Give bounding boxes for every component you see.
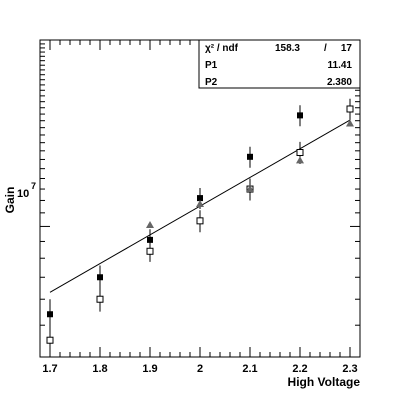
stats-box-frame (198, 39, 361, 89)
data-point-filled-square (47, 311, 53, 318)
data-point-triangle (196, 200, 204, 208)
data-point-open-square (146, 247, 154, 255)
stats-p2-value: 2.380 (327, 77, 352, 88)
stats-p1-value: 11.41 (328, 60, 353, 71)
stats-box: χ² / ndf 158.3 / 17 P1 11.41 P2 2.380 (198, 39, 361, 89)
stats-p2-label: P2 (205, 77, 218, 88)
stats-chi2-sep: / (324, 43, 327, 54)
x-tick-label: 1.9 (142, 363, 157, 375)
data-point-open-square (96, 295, 104, 303)
stats-ndf-value: 17 (341, 43, 353, 54)
y-tick-exponent: 7 (31, 181, 36, 191)
data-point-triangle (296, 156, 304, 164)
x-tick-label: 2 (197, 363, 203, 375)
data-point-triangle (146, 221, 154, 229)
y-tick-label: 10 7 (17, 181, 36, 200)
data-point-filled-square (247, 153, 253, 160)
stats-p1-label: P1 (205, 60, 218, 71)
x-tick-label: 2.1 (242, 363, 257, 375)
stats-chi2-label: χ² / ndf (205, 43, 239, 54)
x-axis-title: High Voltage (288, 375, 361, 389)
data-point-triangle (346, 119, 354, 127)
x-tick-label: 2.3 (342, 363, 357, 375)
points-layer (46, 62, 354, 354)
data-point-open-square (296, 149, 304, 157)
data-point-open-square (46, 336, 54, 344)
data-point-filled-square (97, 274, 103, 281)
data-point-open-square (346, 105, 354, 113)
data-point-open-square (196, 217, 204, 225)
x-tick-label: 2.2 (292, 363, 307, 375)
y-tick-mantissa: 10 (17, 188, 29, 200)
x-tick-labels: 1.7 1.8 1.9 2 2.1 2.2 2.3 (42, 363, 357, 375)
data-point-filled-square (297, 112, 303, 119)
y-axis-title: Gain (3, 187, 17, 214)
data-point-filled-square (197, 195, 203, 202)
data-point-filled-square (147, 236, 153, 243)
stats-chi2-value: 158.3 (275, 43, 300, 54)
x-tick-label: 1.7 (42, 363, 57, 375)
data-point-triangle (246, 185, 254, 193)
x-tick-label: 1.8 (92, 363, 107, 375)
